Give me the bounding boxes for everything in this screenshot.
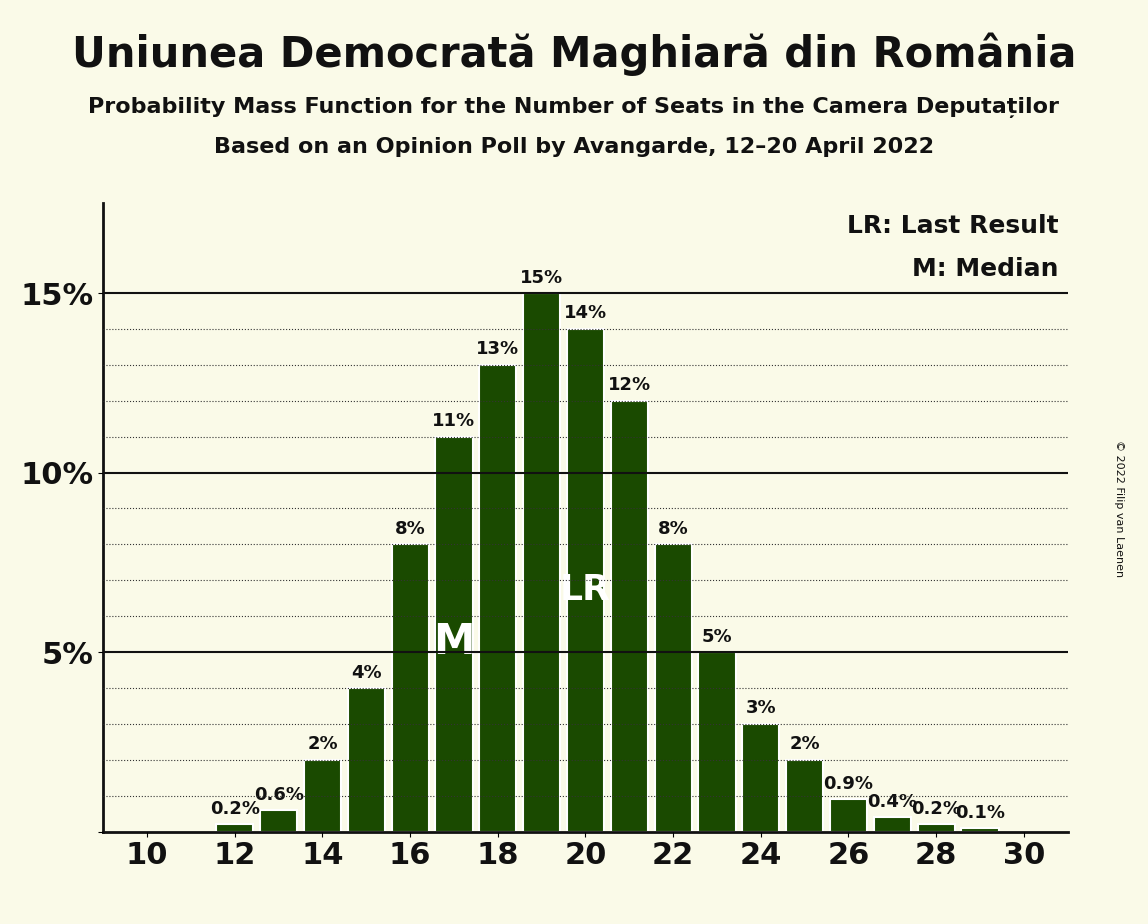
Bar <box>391 544 428 832</box>
Bar <box>917 824 955 832</box>
Text: LR: LR <box>560 573 611 607</box>
Bar <box>786 760 823 832</box>
Text: 0.2%: 0.2% <box>210 800 259 818</box>
Bar <box>874 817 912 832</box>
Text: 0.9%: 0.9% <box>823 775 874 793</box>
Text: 14%: 14% <box>564 305 607 322</box>
Text: © 2022 Filip van Laenen: © 2022 Filip van Laenen <box>1115 440 1124 577</box>
Bar <box>216 824 254 832</box>
Text: 0.4%: 0.4% <box>867 793 917 810</box>
Bar <box>698 652 736 832</box>
Text: Based on an Opinion Poll by Avangarde, 12–20 April 2022: Based on an Opinion Poll by Avangarde, 1… <box>214 137 934 157</box>
Text: 4%: 4% <box>351 663 381 682</box>
Bar <box>961 828 999 832</box>
Text: 2%: 2% <box>790 736 820 753</box>
Bar <box>567 329 604 832</box>
Text: 5%: 5% <box>701 627 732 646</box>
Text: 2%: 2% <box>308 736 338 753</box>
Text: 0.2%: 0.2% <box>912 800 961 818</box>
Bar <box>479 365 517 832</box>
Text: 12%: 12% <box>607 376 651 395</box>
Bar <box>654 544 692 832</box>
Bar <box>611 401 647 832</box>
Text: 11%: 11% <box>433 412 475 431</box>
Text: M: Median: M: Median <box>913 257 1058 281</box>
Text: LR: Last Result: LR: Last Result <box>847 214 1058 238</box>
Text: 3%: 3% <box>745 699 776 717</box>
Text: Probability Mass Function for the Number of Seats in the Camera Deputaților: Probability Mass Function for the Number… <box>88 97 1060 118</box>
Text: 15%: 15% <box>520 269 564 286</box>
Text: Uniunea Democrată Maghiară din România: Uniunea Democrată Maghiară din România <box>72 32 1076 76</box>
Bar <box>304 760 341 832</box>
Bar <box>743 723 779 832</box>
Text: 8%: 8% <box>658 520 689 538</box>
Bar <box>259 810 297 832</box>
Text: M: M <box>433 621 475 663</box>
Bar <box>435 437 473 832</box>
Bar <box>523 293 560 832</box>
Text: 0.1%: 0.1% <box>955 804 1004 821</box>
Bar <box>830 799 867 832</box>
Bar <box>348 688 385 832</box>
Text: 13%: 13% <box>476 340 519 359</box>
Text: 0.6%: 0.6% <box>254 785 304 804</box>
Text: 8%: 8% <box>395 520 426 538</box>
